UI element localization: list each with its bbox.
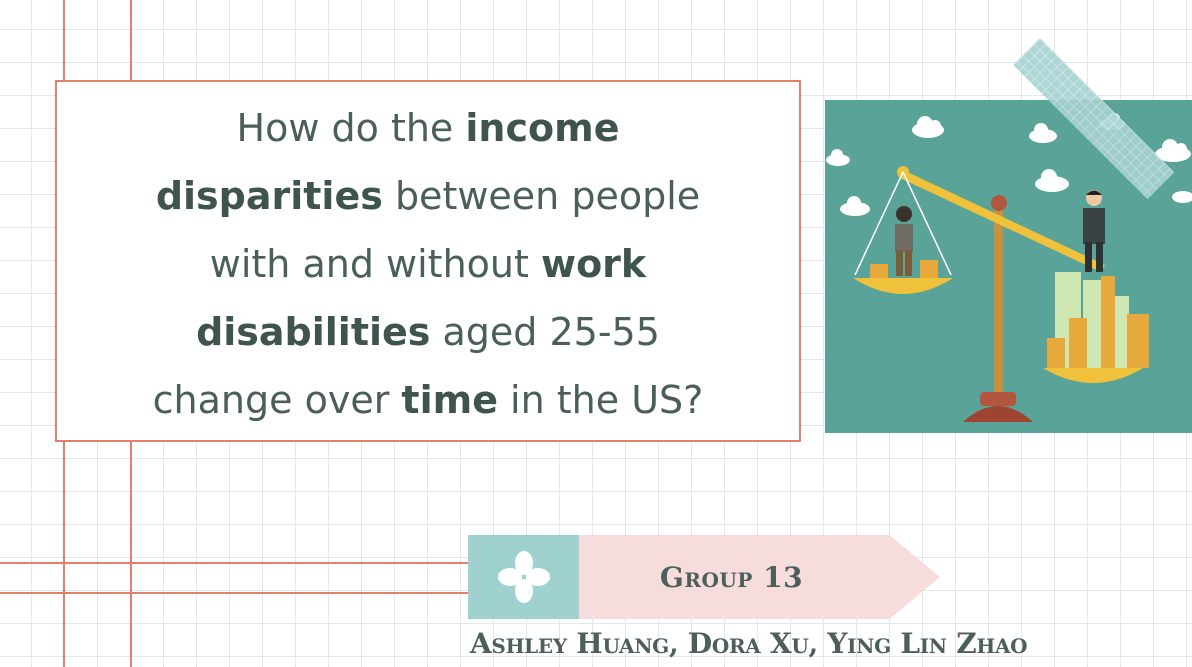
group-banner: Group 13 — [468, 535, 940, 619]
group-label-arrow: Group 13 — [579, 535, 940, 619]
balance-scale-illustration — [825, 100, 1192, 433]
flower-icon — [497, 551, 550, 603]
banner-icon-box — [468, 535, 579, 619]
red-horizontal-line — [0, 592, 470, 594]
title-card: How do the income disparities between pe… — [55, 80, 801, 442]
red-horizontal-line — [0, 562, 470, 564]
group-label: Group 13 — [659, 560, 804, 594]
authors-line: Ashley Huang, Dora Xu, Ying Lin Zhao — [470, 627, 1028, 660]
research-question: How do the income disparities between pe… — [152, 106, 704, 422]
